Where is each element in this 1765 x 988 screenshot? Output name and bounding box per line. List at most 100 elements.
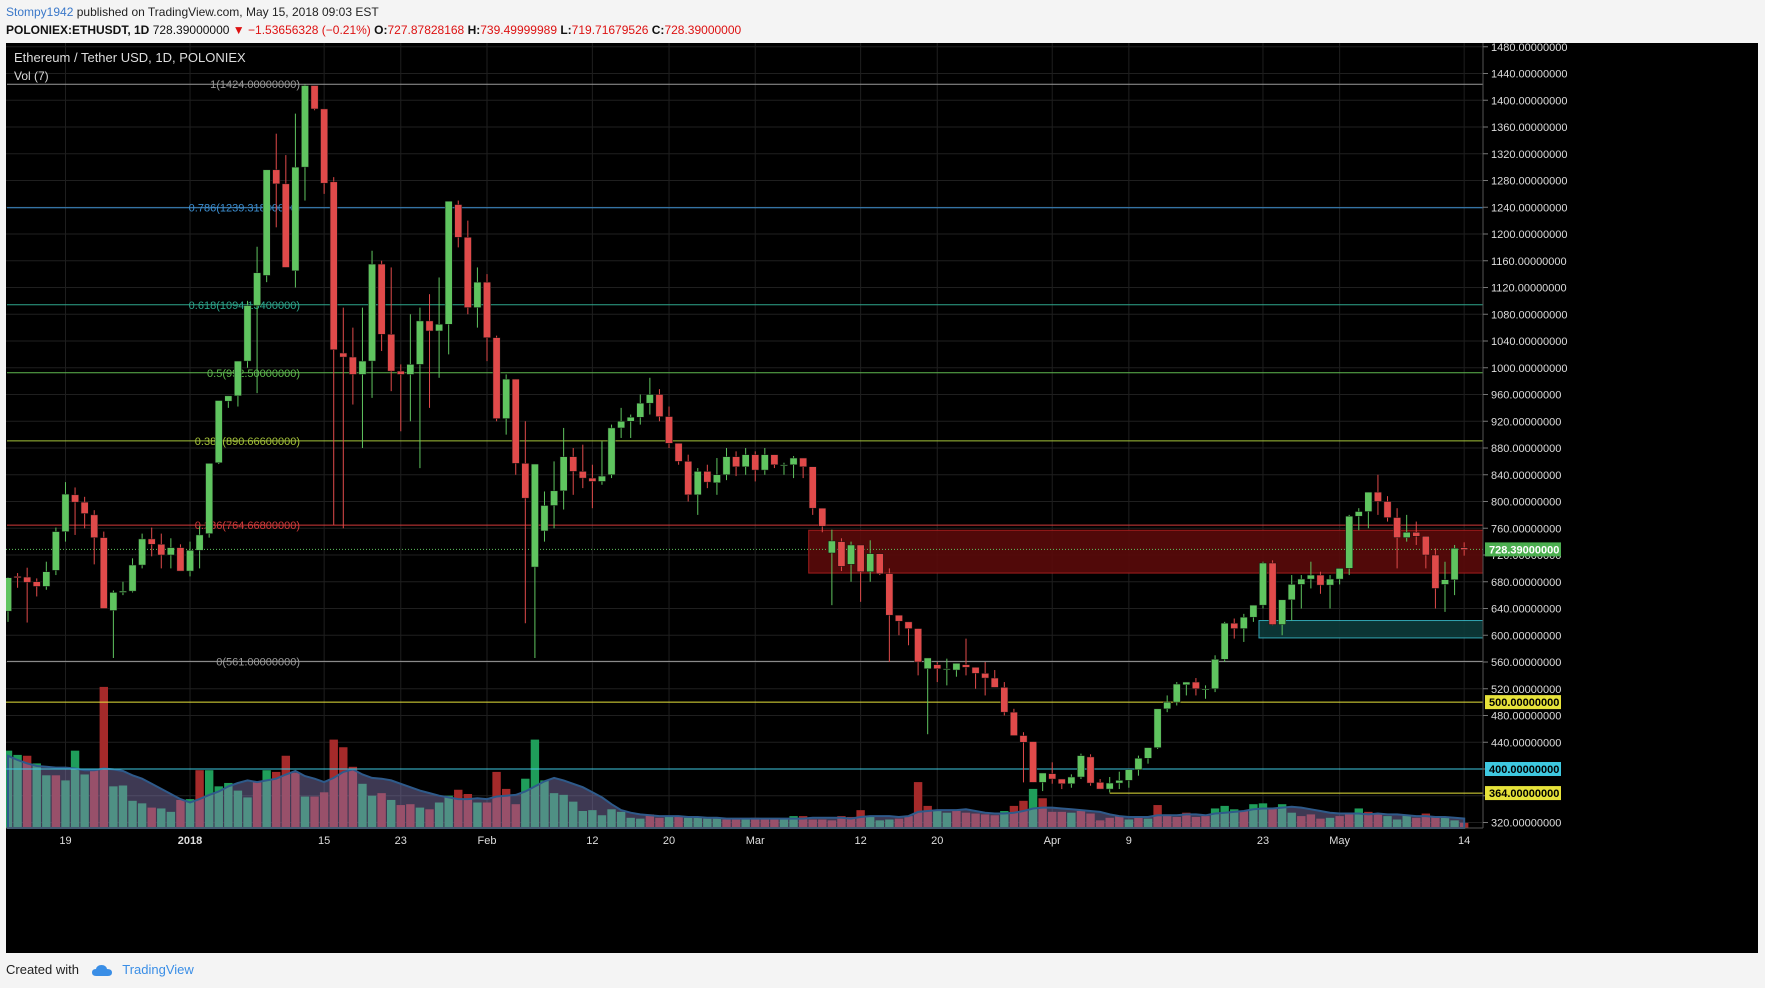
candle-body[interactable]: [904, 621, 913, 629]
candle-body[interactable]: [368, 263, 376, 362]
candle-body[interactable]: [1249, 604, 1258, 618]
candle-body[interactable]: [329, 181, 338, 350]
candle-body[interactable]: [167, 547, 175, 556]
candle-body[interactable]: [176, 547, 185, 572]
candle-body[interactable]: [1383, 501, 1392, 518]
candle-body[interactable]: [1393, 517, 1401, 538]
candle-body[interactable]: [1182, 681, 1191, 685]
candle-body[interactable]: [837, 541, 846, 567]
candle-body[interactable]: [674, 443, 683, 462]
candle-body[interactable]: [713, 474, 721, 484]
candle-body[interactable]: [1048, 773, 1057, 780]
candle-body[interactable]: [1163, 701, 1172, 710]
candle-body[interactable]: [962, 664, 970, 668]
candle-body[interactable]: [751, 454, 760, 471]
candle-body[interactable]: [933, 664, 942, 669]
tradingview-link[interactable]: TradingView: [122, 962, 194, 977]
candle-body[interactable]: [511, 378, 520, 464]
candle-body[interactable]: [1105, 782, 1114, 790]
candle-body[interactable]: [1134, 758, 1143, 770]
candle-body[interactable]: [1057, 778, 1066, 784]
candle-body[interactable]: [157, 544, 166, 556]
candle-body[interactable]: [320, 108, 328, 184]
candle-body[interactable]: [971, 667, 980, 674]
candle-body[interactable]: [243, 305, 252, 362]
candle-body[interactable]: [952, 663, 961, 671]
candle-body[interactable]: [301, 85, 309, 168]
candle-body[interactable]: [895, 614, 903, 622]
candle-body[interactable]: [377, 263, 386, 335]
candle-body[interactable]: [703, 471, 712, 483]
candle-body[interactable]: [483, 281, 491, 338]
candle-body[interactable]: [425, 320, 434, 332]
candle-body[interactable]: [1220, 622, 1229, 660]
candle-body[interactable]: [990, 677, 999, 688]
candle-body[interactable]: [665, 416, 673, 444]
candle-body[interactable]: [224, 395, 233, 402]
price-chart[interactable]: 1(1424.00000000)0.786(1239.31800000)0.61…: [6, 43, 1758, 953]
candle-body[interactable]: [1287, 584, 1296, 601]
candle-body[interactable]: [1421, 536, 1430, 556]
candle-body[interactable]: [1230, 622, 1239, 629]
candle-body[interactable]: [6, 577, 12, 612]
candle-body[interactable]: [808, 466, 817, 509]
candle-body[interactable]: [914, 628, 922, 663]
candle-body[interactable]: [760, 454, 769, 471]
candle-body[interactable]: [339, 352, 348, 358]
candle-body[interactable]: [71, 494, 79, 503]
candle-body[interactable]: [492, 337, 501, 419]
candle-body[interactable]: [1000, 687, 1009, 713]
candle-body[interactable]: [272, 169, 281, 185]
candle-body[interactable]: [789, 457, 798, 465]
candle-body[interactable]: [358, 360, 367, 375]
candle-body[interactable]: [23, 576, 32, 583]
candle-body[interactable]: [99, 537, 108, 609]
candle-body[interactable]: [942, 668, 951, 670]
candle-body[interactable]: [1201, 688, 1210, 690]
candle-body[interactable]: [636, 402, 645, 418]
candle-body[interactable]: [1335, 568, 1344, 580]
candle-body[interactable]: [281, 183, 290, 268]
candle-body[interactable]: [186, 550, 194, 572]
candle-body[interactable]: [1326, 578, 1334, 586]
candle-body[interactable]: [1172, 683, 1181, 703]
candle-body[interactable]: [502, 378, 511, 419]
candle-body[interactable]: [387, 334, 396, 372]
candle-body[interactable]: [828, 540, 836, 554]
candle-body[interactable]: [1460, 547, 1469, 550]
candle-body[interactable]: [981, 673, 990, 679]
candle-body[interactable]: [1431, 554, 1440, 589]
candle-body[interactable]: [923, 657, 932, 669]
candle-body[interactable]: [109, 592, 118, 611]
candle-body[interactable]: [454, 204, 463, 238]
candle-body[interactable]: [1192, 681, 1200, 689]
candle-body[interactable]: [741, 454, 750, 467]
candle-body[interactable]: [1441, 579, 1449, 585]
candle-body[interactable]: [1077, 755, 1085, 778]
candle-body[interactable]: [406, 364, 415, 375]
candle-body[interactable]: [856, 544, 865, 572]
candle-body[interactable]: [655, 394, 664, 417]
candle-body[interactable]: [866, 553, 875, 572]
candle-body[interactable]: [646, 394, 654, 404]
candle-body[interactable]: [13, 576, 22, 578]
candle-body[interactable]: [607, 427, 616, 475]
author-link[interactable]: Stompy1942: [6, 5, 74, 19]
candle-body[interactable]: [1316, 574, 1325, 586]
candle-body[interactable]: [1211, 659, 1219, 690]
candle-body[interactable]: [262, 169, 271, 276]
candle-body[interactable]: [1278, 599, 1286, 625]
candle-body[interactable]: [52, 531, 60, 571]
candle-body[interactable]: [722, 456, 731, 476]
candle-body[interactable]: [626, 416, 635, 422]
candle-body[interactable]: [1259, 562, 1267, 606]
candle-body[interactable]: [444, 200, 453, 325]
candle-body[interactable]: [1144, 747, 1152, 759]
candle-body[interactable]: [875, 553, 884, 574]
candle-body[interactable]: [138, 538, 146, 566]
candle-body[interactable]: [205, 463, 214, 534]
candle-body[interactable]: [32, 581, 41, 587]
candle-body[interactable]: [770, 454, 779, 465]
price-axis[interactable]: 320.00000000360.00000000400.00000000440.…: [1482, 43, 1758, 953]
candle-body[interactable]: [1019, 735, 1028, 743]
